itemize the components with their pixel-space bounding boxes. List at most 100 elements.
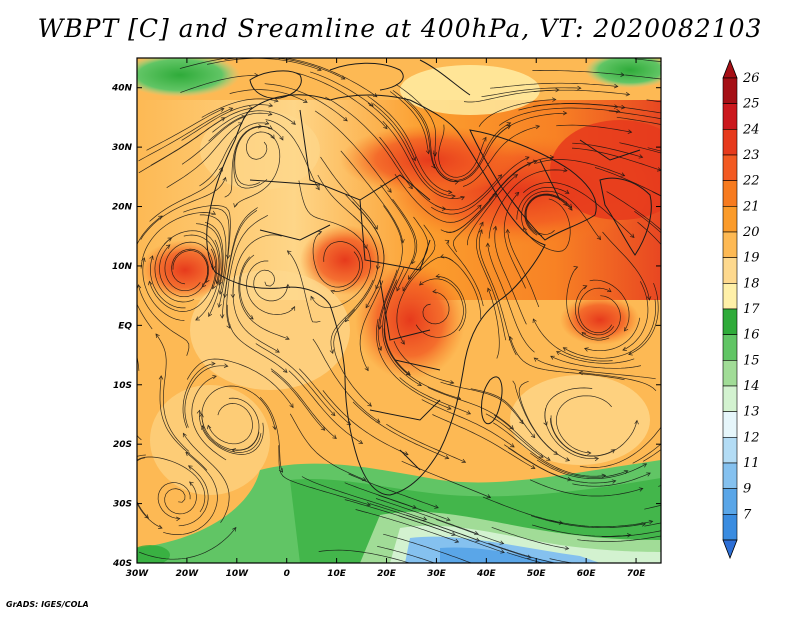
streamline-arrow [279, 136, 284, 141]
streamline-arrow [219, 107, 225, 112]
streamline-arrow [550, 355, 555, 360]
streamline [320, 156, 378, 230]
streamline [556, 351, 635, 364]
streamline-arrow [564, 189, 570, 194]
streamline [183, 433, 230, 523]
streamline-arrow [330, 289, 336, 295]
streamline-arrow [425, 149, 431, 155]
streamline-arrow [222, 176, 227, 182]
streamline [386, 423, 466, 463]
streamline [195, 223, 223, 286]
streamline-arrow [552, 97, 557, 102]
streamline [405, 514, 531, 559]
streamline-arrow [315, 185, 320, 191]
streamline-arrow [219, 314, 225, 319]
streamline [532, 70, 625, 76]
streamline [234, 126, 262, 186]
lon-tick-label: 10W [226, 569, 250, 579]
streamline [507, 229, 540, 308]
streamline-arrow [367, 402, 372, 407]
streamline [579, 426, 661, 468]
streamline [138, 107, 233, 162]
streamline-arrow [275, 348, 280, 353]
streamline-arrow [532, 318, 537, 324]
streamline-arrow [669, 533, 673, 537]
streamline-arrow [707, 408, 711, 412]
streamline-arrow [448, 189, 453, 195]
streamline [512, 380, 558, 455]
streamline [498, 107, 620, 126]
streamline-arrow [346, 420, 352, 426]
streamline-arrow [220, 117, 226, 122]
streamline-arrow [509, 425, 514, 430]
streamline-arrow [661, 230, 665, 234]
streamline-arrow [634, 419, 639, 425]
streamline-arrow [447, 405, 452, 410]
streamline [345, 194, 385, 290]
streamline-arrow [522, 226, 528, 232]
streamline-arrow [625, 92, 631, 97]
streamline-arrow [697, 312, 701, 316]
streamline-arrow [233, 203, 238, 208]
streamline [285, 58, 378, 98]
streamline-arrow [626, 533, 632, 538]
streamline [644, 504, 661, 510]
streamline [389, 91, 430, 154]
streamline [201, 385, 276, 430]
streamline [440, 160, 538, 233]
streamline-arrow [411, 259, 416, 265]
streamline [312, 231, 360, 288]
streamline [581, 295, 621, 339]
streamline [487, 288, 500, 359]
streamline [137, 454, 163, 529]
streamline [470, 388, 536, 438]
streamline-arrow [538, 453, 544, 458]
streamline-arrow [332, 434, 337, 439]
streamline [634, 211, 661, 234]
streamline-arrow [693, 522, 697, 526]
streamline [271, 370, 325, 431]
colorbar-swatch [722, 257, 738, 284]
streamline [164, 481, 197, 515]
colorbar-bottom-arrow [722, 539, 738, 560]
streamline [606, 191, 661, 231]
colorbar-label: 11 [743, 456, 760, 471]
streamline [618, 106, 661, 114]
streamline [550, 355, 641, 369]
streamline [265, 119, 320, 190]
streamline-arrow [495, 584, 499, 588]
streamline-arrow [487, 287, 492, 293]
streamline [494, 226, 527, 325]
lat-tick-label: 10S [113, 381, 132, 391]
streamline-arrow [358, 439, 364, 444]
streamline [184, 365, 228, 428]
streamline-arrow [383, 124, 388, 130]
streamline [488, 169, 568, 239]
streamline-arrow [432, 152, 438, 157]
streamline-arrow [230, 293, 236, 299]
streamline-arrow [125, 344, 129, 348]
streamline-arrow [131, 463, 135, 467]
streamline [340, 150, 404, 243]
streamline [352, 401, 449, 459]
colorbar-label: 15 [743, 353, 760, 368]
colorbar: 26 25 24 23 22 21 20 19 18 17 16 15 14 13 12 11 9 7 [722, 58, 760, 560]
streamline [404, 97, 459, 183]
streamline [485, 413, 544, 458]
streamline [157, 482, 191, 519]
streamline [246, 260, 295, 315]
streamline [632, 443, 661, 464]
streamline [146, 108, 225, 151]
streamline [312, 338, 381, 423]
streamline [377, 269, 398, 351]
streamline [383, 533, 473, 563]
streamline [171, 248, 209, 285]
streamline-arrow [610, 449, 616, 454]
streamline [259, 397, 283, 473]
streamline [601, 530, 661, 538]
streamline [163, 230, 220, 284]
streamline-arrow [232, 526, 237, 532]
streamline [487, 243, 535, 353]
streamline-arrow [267, 111, 273, 116]
streamline [556, 395, 612, 454]
